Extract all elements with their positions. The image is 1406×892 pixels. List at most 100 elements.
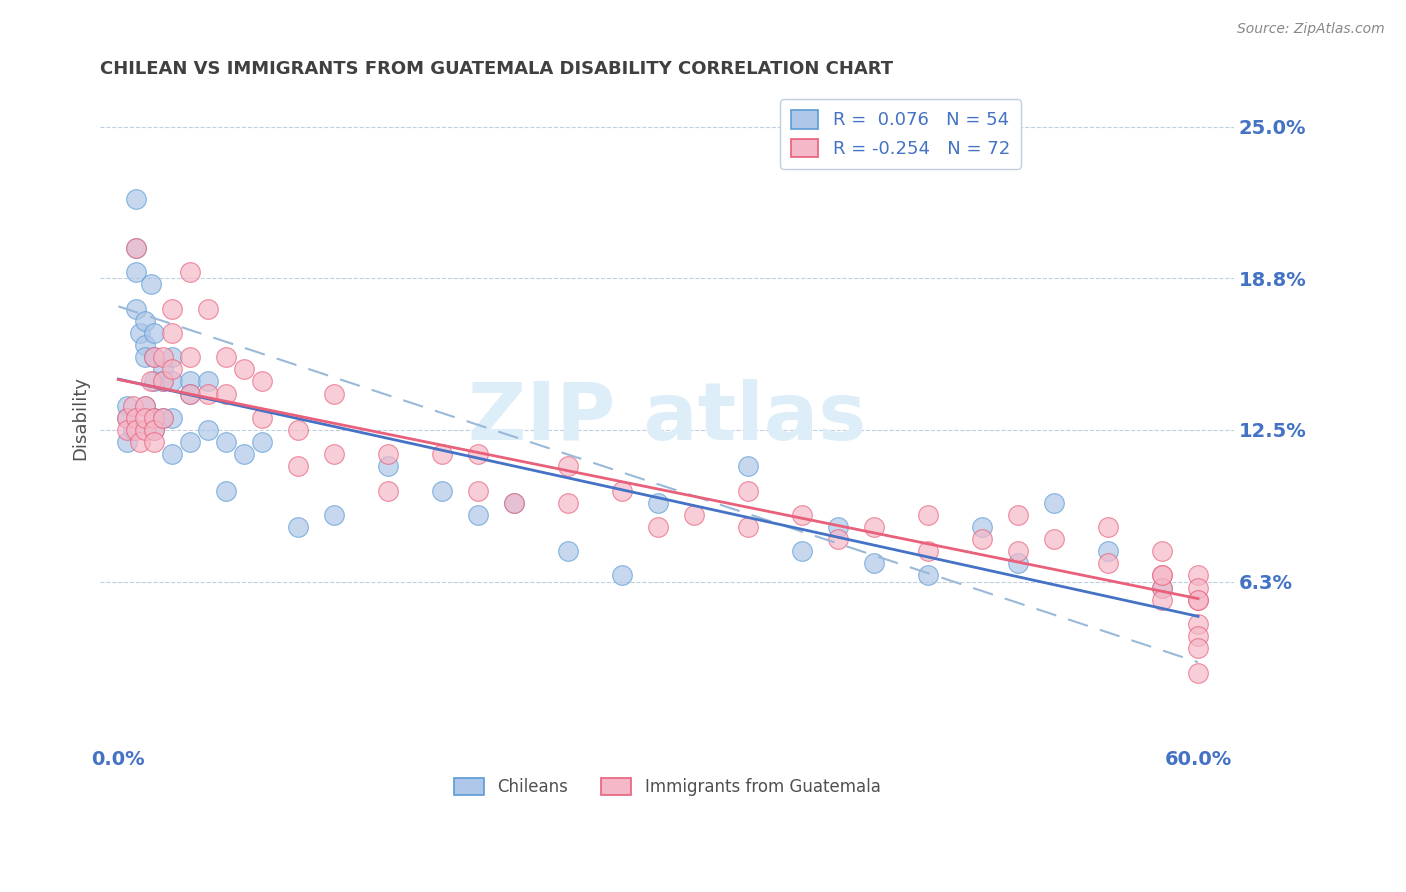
Point bbox=[125, 301, 148, 316]
Point bbox=[1097, 557, 1119, 571]
Point bbox=[1187, 568, 1209, 582]
Point bbox=[134, 410, 156, 425]
Point bbox=[215, 435, 238, 450]
Point bbox=[503, 496, 526, 510]
Point bbox=[143, 326, 166, 340]
Point bbox=[152, 375, 174, 389]
Point bbox=[1097, 544, 1119, 558]
Point bbox=[467, 483, 489, 498]
Point bbox=[134, 338, 156, 352]
Point bbox=[143, 423, 166, 437]
Point bbox=[129, 326, 152, 340]
Point bbox=[179, 375, 201, 389]
Point bbox=[125, 241, 148, 255]
Point bbox=[917, 508, 939, 522]
Point bbox=[197, 423, 219, 437]
Point bbox=[647, 520, 669, 534]
Point bbox=[432, 483, 454, 498]
Point bbox=[152, 350, 174, 364]
Point bbox=[737, 459, 759, 474]
Point bbox=[143, 423, 166, 437]
Point bbox=[197, 301, 219, 316]
Point bbox=[143, 375, 166, 389]
Point bbox=[252, 375, 274, 389]
Point bbox=[139, 277, 162, 292]
Point bbox=[917, 568, 939, 582]
Point bbox=[737, 520, 759, 534]
Point bbox=[179, 350, 201, 364]
Text: CHILEAN VS IMMIGRANTS FROM GUATEMALA DISABILITY CORRELATION CHART: CHILEAN VS IMMIGRANTS FROM GUATEMALA DIS… bbox=[100, 60, 893, 78]
Point bbox=[1150, 592, 1173, 607]
Point bbox=[737, 483, 759, 498]
Point bbox=[125, 265, 148, 279]
Point bbox=[121, 423, 143, 437]
Point bbox=[917, 544, 939, 558]
Point bbox=[162, 410, 184, 425]
Point bbox=[1150, 581, 1173, 595]
Point bbox=[134, 314, 156, 328]
Point bbox=[863, 520, 886, 534]
Point bbox=[121, 399, 143, 413]
Point bbox=[612, 568, 634, 582]
Point bbox=[117, 435, 139, 450]
Point bbox=[683, 508, 706, 522]
Point bbox=[134, 399, 156, 413]
Point bbox=[162, 326, 184, 340]
Point bbox=[1187, 641, 1209, 656]
Point bbox=[377, 459, 399, 474]
Point bbox=[162, 350, 184, 364]
Point bbox=[1007, 508, 1029, 522]
Point bbox=[134, 350, 156, 364]
Point bbox=[179, 386, 201, 401]
Point bbox=[1043, 532, 1066, 546]
Point bbox=[117, 410, 139, 425]
Point bbox=[377, 447, 399, 461]
Point bbox=[197, 386, 219, 401]
Point bbox=[233, 447, 256, 461]
Text: Source: ZipAtlas.com: Source: ZipAtlas.com bbox=[1237, 22, 1385, 37]
Point bbox=[972, 532, 994, 546]
Point bbox=[827, 532, 849, 546]
Point bbox=[432, 447, 454, 461]
Point bbox=[162, 301, 184, 316]
Point bbox=[215, 350, 238, 364]
Point bbox=[557, 459, 579, 474]
Y-axis label: Disability: Disability bbox=[72, 376, 89, 459]
Point bbox=[1187, 665, 1209, 680]
Point bbox=[125, 193, 148, 207]
Point bbox=[143, 350, 166, 364]
Point bbox=[1150, 568, 1173, 582]
Point bbox=[1150, 581, 1173, 595]
Point bbox=[1043, 496, 1066, 510]
Point bbox=[557, 496, 579, 510]
Point bbox=[143, 410, 166, 425]
Point bbox=[152, 375, 174, 389]
Point bbox=[129, 435, 152, 450]
Point bbox=[134, 423, 156, 437]
Point bbox=[162, 375, 184, 389]
Point bbox=[287, 459, 309, 474]
Point bbox=[162, 362, 184, 376]
Point bbox=[1187, 592, 1209, 607]
Point bbox=[143, 435, 166, 450]
Point bbox=[117, 410, 139, 425]
Point bbox=[152, 410, 174, 425]
Point bbox=[1150, 544, 1173, 558]
Point bbox=[287, 520, 309, 534]
Point bbox=[557, 544, 579, 558]
Point bbox=[215, 386, 238, 401]
Point bbox=[287, 423, 309, 437]
Point bbox=[1187, 592, 1209, 607]
Point bbox=[117, 423, 139, 437]
Point bbox=[323, 386, 346, 401]
Point bbox=[467, 508, 489, 522]
Point bbox=[467, 447, 489, 461]
Point bbox=[323, 508, 346, 522]
Point bbox=[252, 410, 274, 425]
Point bbox=[863, 557, 886, 571]
Point bbox=[612, 483, 634, 498]
Point bbox=[377, 483, 399, 498]
Point bbox=[1007, 544, 1029, 558]
Point bbox=[647, 496, 669, 510]
Point bbox=[125, 410, 148, 425]
